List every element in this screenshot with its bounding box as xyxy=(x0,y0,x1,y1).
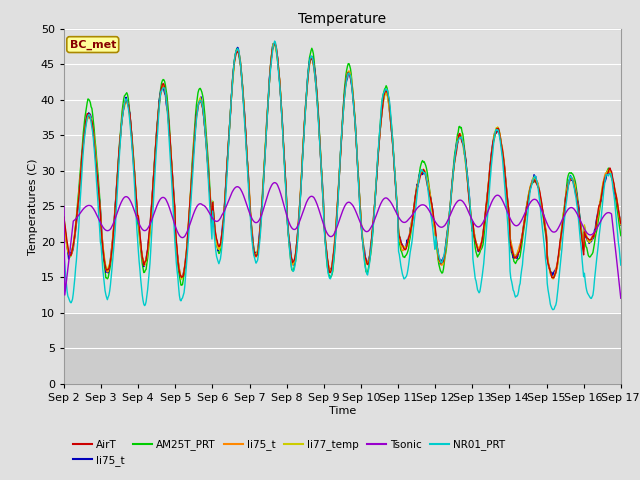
Legend: AirT, li75_t, AM25T_PRT, li75_t, li77_temp, Tsonic, NR01_PRT: AirT, li75_t, AM25T_PRT, li75_t, li77_te… xyxy=(69,435,509,470)
Title: Temperature: Temperature xyxy=(298,12,387,26)
Bar xyxy=(64,313,621,384)
Y-axis label: Temperatures (C): Temperatures (C) xyxy=(28,158,38,255)
X-axis label: Time: Time xyxy=(329,406,356,416)
Text: BC_met: BC_met xyxy=(70,39,116,50)
